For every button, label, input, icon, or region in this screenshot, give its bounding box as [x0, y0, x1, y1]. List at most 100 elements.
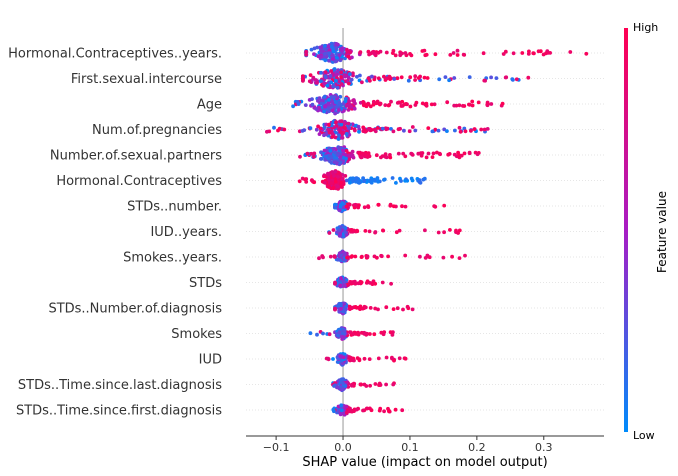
shap-point [298, 154, 302, 159]
shap-point [375, 255, 379, 260]
shap-point [377, 408, 382, 413]
shap-point [343, 74, 347, 79]
shap-point [403, 51, 408, 55]
shap-point [331, 49, 336, 54]
feature-label: Smokes..years. [123, 251, 222, 266]
shap-point [354, 176, 359, 181]
shap-point [322, 109, 326, 114]
shap-point [384, 155, 389, 160]
shap-point [584, 51, 589, 56]
shap-point [432, 204, 437, 209]
shap-point [387, 74, 392, 79]
shap-point [319, 101, 324, 106]
shap-point [390, 176, 395, 180]
shap-point [353, 202, 358, 207]
shap-point [333, 111, 337, 116]
x-tick-label: 0.1 [401, 441, 419, 454]
shap-point [442, 203, 447, 208]
feature-label: Hormonal.Contraceptives [56, 174, 222, 189]
shap-point [333, 179, 338, 184]
shap-point [526, 75, 531, 80]
feature-label: STDs..Number.of.diagnosis [48, 302, 222, 317]
shap-point [323, 70, 328, 74]
shap-point [443, 75, 448, 79]
shap-point [501, 52, 506, 56]
shap-point [324, 154, 329, 159]
shap-point [318, 45, 323, 50]
shap-point [328, 254, 333, 259]
shap-point [407, 129, 412, 134]
shap-point [380, 126, 385, 131]
shap-point [318, 126, 323, 131]
shap-point [362, 151, 366, 156]
shap-point [307, 79, 312, 84]
shap-point [312, 151, 317, 156]
shap-point [403, 356, 408, 361]
shap-point [339, 82, 344, 86]
shap-point [349, 77, 354, 82]
shap-point [327, 58, 331, 63]
shap-point [329, 95, 334, 100]
shap-point [332, 384, 336, 388]
shap-point [344, 178, 349, 183]
shap-point [342, 352, 347, 357]
shap-point [314, 127, 319, 132]
shap-point [398, 51, 403, 56]
shap-point [430, 129, 435, 134]
shap-point [339, 276, 343, 280]
shap-point [353, 128, 357, 133]
shap-point [338, 155, 343, 159]
shap-point [489, 102, 494, 106]
shap-point [376, 76, 381, 81]
shap-point [397, 100, 401, 105]
shap-point [325, 83, 330, 88]
shap-point [476, 100, 481, 105]
shap-point [401, 151, 406, 156]
shap-point [375, 177, 380, 182]
shap-point [375, 126, 380, 130]
shap-point [433, 127, 438, 132]
shap-point [312, 52, 316, 56]
shap-point [347, 153, 351, 158]
shap-point [327, 332, 332, 337]
shap-point [319, 55, 323, 59]
shap-point [442, 230, 446, 235]
feature-label: IUD..years. [150, 225, 222, 240]
shap-point [462, 151, 467, 156]
shap-point [402, 128, 406, 133]
shap-point [337, 133, 341, 138]
feature-label: Number.of.sexual.partners [50, 149, 222, 164]
shap-point [485, 126, 490, 131]
shap-point [378, 101, 383, 106]
shap-point [344, 149, 349, 153]
shap-point [333, 160, 338, 165]
shap-point [329, 44, 334, 49]
shap-point [382, 330, 387, 334]
shap-point [391, 204, 396, 209]
shap-point [310, 97, 314, 101]
shap-point [381, 228, 385, 233]
shap-point [384, 50, 389, 55]
shap-point [422, 48, 427, 53]
shap-point [342, 329, 347, 333]
shap-point [408, 104, 413, 109]
shap-point [469, 129, 473, 133]
shap-point [317, 96, 322, 100]
shap-point [520, 51, 525, 55]
shap-point [370, 282, 375, 286]
shap-point [422, 75, 427, 80]
shap-point [344, 404, 349, 409]
shap-point [331, 357, 335, 361]
colorbar-low-label: Low [633, 429, 655, 442]
shap-point [389, 99, 393, 104]
shap-point [510, 77, 515, 81]
feature-label: Hormonal.Contraceptives..years. [8, 47, 222, 62]
shap-point [319, 150, 323, 155]
shap-point [332, 255, 337, 259]
shap-point [322, 94, 327, 99]
shap-point [321, 331, 325, 336]
shap-point [408, 75, 413, 80]
shap-point [336, 184, 340, 189]
shap-point [500, 101, 505, 106]
